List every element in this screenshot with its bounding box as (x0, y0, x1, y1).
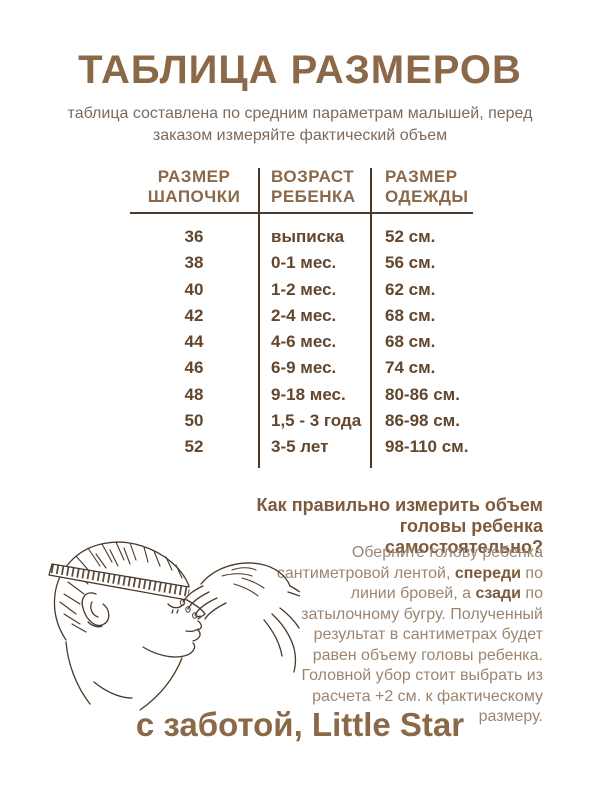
measure-guide-paragraph: Оберните голову ребенка сантиметровой ле… (269, 543, 543, 728)
child-age-cell: 4-6 мес. (271, 332, 337, 352)
table-row: 52 3-5 лет 98-110 см. (130, 434, 473, 460)
page-subtitle: таблица составлена по средним параметрам… (67, 105, 533, 144)
clothing-size-cell: 68 см. (385, 332, 436, 352)
column-header-child-age: ВОЗРАСТ РЕБЕНКА (271, 167, 356, 206)
hat-size-cell: 36 (184, 227, 204, 246)
child-age-cell: 3-5 лет (271, 437, 329, 457)
table-row: 44 4-6 мес. 68 см. (130, 329, 473, 355)
nose (186, 599, 206, 620)
child-age-cell: 6-9 мес. (271, 358, 337, 378)
child-age-cell: 0-1 мес. (271, 253, 337, 273)
clothing-size-cell: 74 см. (385, 358, 436, 378)
hat-size-cell: 40 (184, 279, 204, 299)
size-table: РАЗМЕР ШАПОЧКИ ВОЗРАСТ РЕБЕНКА РАЗМЕР ОД… (130, 165, 473, 468)
size-table-body: 36 выписка 52 см. 38 0-1 мес. 56 см. 40 1-2 мес… (130, 224, 473, 461)
child-age-cell: 9-18 мес. (271, 384, 346, 404)
column-divider-line (258, 168, 260, 468)
guide-paragraph-bold-text: сзади (475, 585, 521, 602)
hat-size-cell: 52 (184, 437, 204, 457)
clothing-size-cell: 56 см. (385, 253, 436, 273)
table-row: 38 0-1 мес. 56 см. (130, 250, 473, 276)
hat-size-cell: 42 (184, 305, 204, 325)
table-row: 46 6-9 мес. 74 см. (130, 355, 473, 381)
header-divider-line (130, 212, 473, 214)
brand-signature: с заботой, Little Star (135, 706, 465, 743)
hand-tendon-lines (221, 567, 265, 597)
child-age-cell: 2-4 мес. (271, 305, 337, 325)
fingers (182, 585, 227, 620)
hat-size-cell: 50 (184, 411, 204, 431)
baby-head-measuring-illustration (48, 541, 300, 711)
child-age-cell: 1,5 - 3 года (271, 411, 362, 431)
guide-paragraph-text: Оберните голову ребенка сантиметровой ле… (276, 544, 543, 582)
hair-strokes (59, 541, 183, 633)
column-header-hat-size: РАЗМЕР ШАПОЧКИ (147, 167, 241, 206)
guide-paragraph-text: по линии бровей, а (350, 564, 543, 603)
child-age-cell: выписка (271, 227, 345, 246)
column-header-clothing-size: РАЗМЕР ОДЕЖДЫ (385, 167, 469, 206)
hat-size-cell: 46 (184, 358, 204, 378)
clothing-size-cell: 98-110 см. (385, 437, 469, 457)
back-line (65, 641, 91, 705)
measure-guide-heading: Как правильно измерить объем головы ребе… (256, 495, 543, 557)
table-row: 48 9-18 мес. 80-86 см. (130, 382, 473, 408)
hat-size-cell: 38 (184, 253, 204, 273)
clothing-size-cell: 80-86 см. (385, 384, 460, 404)
chin (142, 642, 196, 658)
closed-eye (167, 603, 185, 609)
table-row: 42 2-4 мес. 68 см. (130, 303, 473, 329)
column-divider-line (370, 168, 372, 468)
eyebrow (164, 593, 186, 599)
ear (81, 592, 110, 626)
lips (192, 620, 203, 642)
clothing-size-cell: 86-98 см. (385, 411, 460, 431)
table-row: 40 1-2 мес. 62 см. (130, 277, 473, 303)
chest-line (139, 657, 183, 711)
table-row: 50 1,5 - 3 года 86-98 см. (130, 408, 473, 434)
table-row: 36 выписка 52 см. (130, 224, 473, 250)
head-outline (53, 541, 190, 641)
size-table-header: РАЗМЕР ШАПОЧКИ ВОЗРАСТ РЕБЕНКА РАЗМЕР ОД… (130, 165, 473, 207)
measuring-tape (49, 564, 189, 600)
clothing-size-cell: 62 см. (385, 279, 436, 299)
hat-size-cell: 44 (184, 332, 204, 352)
child-age-cell: 1-2 мес. (271, 279, 337, 299)
page-title: ТАБЛИЦА РАЗМЕРОВ (78, 48, 522, 92)
clothing-size-cell: 52 см. (385, 227, 436, 246)
guide-paragraph-bold-text: спереди (454, 564, 521, 582)
guide-paragraph-text: по затылочному бугру. Полученный результ… (301, 585, 543, 725)
hat-size-cell: 48 (184, 384, 204, 404)
clothing-size-cell: 68 см. (385, 305, 436, 325)
